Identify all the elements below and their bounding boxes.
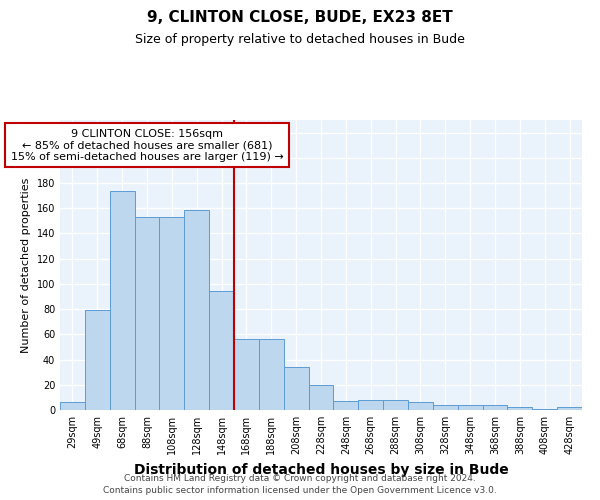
X-axis label: Distribution of detached houses by size in Bude: Distribution of detached houses by size … [134, 462, 508, 476]
Bar [284, 367, 308, 410]
Bar [334, 401, 358, 410]
Bar [482, 405, 508, 410]
Y-axis label: Number of detached properties: Number of detached properties [21, 178, 31, 352]
Bar [308, 385, 334, 410]
Bar [508, 408, 532, 410]
Bar [557, 408, 582, 410]
Bar [358, 400, 383, 410]
Bar [184, 210, 209, 410]
Bar [160, 217, 184, 410]
Bar [458, 405, 482, 410]
Bar [85, 310, 110, 410]
Bar [134, 217, 160, 410]
Text: Contains HM Land Registry data © Crown copyright and database right 2024.
Contai: Contains HM Land Registry data © Crown c… [103, 474, 497, 495]
Bar [532, 408, 557, 410]
Bar [110, 190, 134, 410]
Text: 9 CLINTON CLOSE: 156sqm
← 85% of detached houses are smaller (681)
15% of semi-d: 9 CLINTON CLOSE: 156sqm ← 85% of detache… [11, 128, 283, 162]
Text: Size of property relative to detached houses in Bude: Size of property relative to detached ho… [135, 32, 465, 46]
Bar [60, 402, 85, 410]
Bar [259, 340, 284, 410]
Bar [383, 400, 408, 410]
Bar [209, 292, 234, 410]
Bar [433, 405, 458, 410]
Text: 9, CLINTON CLOSE, BUDE, EX23 8ET: 9, CLINTON CLOSE, BUDE, EX23 8ET [147, 10, 453, 25]
Bar [408, 402, 433, 410]
Bar [234, 340, 259, 410]
